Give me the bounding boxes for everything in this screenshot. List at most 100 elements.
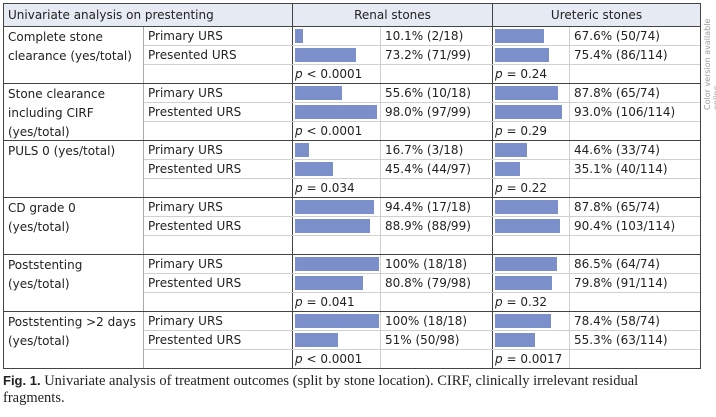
- p-symbol: p: [295, 67, 303, 81]
- renal-bar: [295, 86, 342, 100]
- p-symbol: p: [295, 124, 303, 138]
- group-label: Primary URS: [144, 27, 293, 45]
- outcomes-table: Univariate analysis on prestenting Renal…: [3, 3, 701, 369]
- table-row: Primary URS 16.7% (3/18) 44.6% (33/74): [144, 141, 700, 160]
- outcome-group: CD grade 0 (yes/total) Primary URS 94.4%…: [4, 198, 700, 255]
- renal-value: 16.7% (3/18): [381, 141, 493, 159]
- renal-bar: [295, 314, 379, 328]
- renal-bar: [295, 219, 370, 233]
- group-label: Primary URS: [144, 141, 293, 159]
- renal-bar: [295, 29, 304, 43]
- outcome-label: Stone clearance including CIRF (yes/tota…: [4, 84, 144, 140]
- group-label: Presented URS: [144, 46, 293, 64]
- ureteric-bar: [495, 333, 535, 347]
- p-row: p < 0.0001 p = 0.24: [144, 65, 700, 83]
- ureteric-value: 75.4% (86/114): [574, 48, 668, 62]
- group-label: Prestented URS: [144, 274, 293, 292]
- outcome-group: Poststenting (yes/total) Primary URS 100…: [4, 255, 700, 312]
- table-header: Univariate analysis on prestenting Renal…: [4, 4, 700, 27]
- table-row: Prestented URS 98.0% (97/99) 93.0% (106/…: [144, 103, 700, 122]
- ureteric-bar: [495, 314, 552, 328]
- renal-value: 100% (18/18): [381, 312, 493, 330]
- table-row: Primary URS 55.6% (10/18) 87.8% (65/74): [144, 84, 700, 103]
- caption-text: Univariate analysis of treatment outcome…: [3, 373, 639, 406]
- header-title: Univariate analysis on prestenting: [4, 4, 293, 26]
- ureteric-value: 67.6% (50/74): [574, 29, 660, 43]
- table-row: Prestented URS 80.8% (79/98) 79.8% (91/1…: [144, 274, 700, 293]
- ureteric-bar: [495, 143, 528, 157]
- renal-value: 88.9% (88/99): [381, 217, 493, 235]
- renal-bar: [295, 162, 334, 176]
- p-row: p = 0.041 p = 0.32: [144, 293, 700, 311]
- ureteric-value: 78.4% (58/74): [574, 314, 660, 328]
- ureteric-bar: [495, 86, 559, 100]
- renal-bar: [295, 276, 363, 290]
- renal-value: 73.2% (71/99): [381, 46, 493, 64]
- ureteric-value: 55.3% (63/114): [574, 333, 668, 347]
- ureteric-p-value: = 0.32: [506, 295, 548, 309]
- ureteric-bar: [495, 257, 558, 271]
- p-symbol: p: [495, 67, 503, 81]
- group-label: Prestented URS: [144, 103, 293, 121]
- p-symbol: p: [295, 352, 303, 366]
- table-row: Primary URS 10.1% (2/18) 67.6% (50/74): [144, 27, 700, 46]
- group-label: Prestented URS: [144, 331, 293, 349]
- renal-p-value: = 0.041: [306, 295, 355, 309]
- outcome-group: Poststenting >2 days (yes/total) Primary…: [4, 312, 700, 368]
- header-renal: Renal stones: [293, 4, 493, 26]
- p-row: p < 0.0001 p = 0.0017: [144, 350, 700, 368]
- ureteric-p-value: = 0.24: [506, 67, 548, 81]
- renal-bar: [295, 48, 357, 62]
- ureteric-value: 87.8% (65/74): [574, 200, 660, 214]
- renal-value: 55.6% (10/18): [381, 84, 493, 102]
- renal-bar: [295, 257, 379, 271]
- group-label: Primary URS: [144, 255, 293, 273]
- renal-bar: [295, 333, 338, 347]
- ureteric-bar: [495, 48, 550, 62]
- p-symbol: p: [295, 181, 303, 195]
- ureteric-value: 44.6% (33/74): [574, 143, 660, 157]
- outcome-group: Stone clearance including CIRF (yes/tota…: [4, 84, 700, 141]
- renal-bar: [295, 105, 378, 119]
- ureteric-bar: [495, 29, 544, 43]
- table-row: Prestented URS 45.4% (44/97) 35.1% (40/1…: [144, 160, 700, 179]
- renal-p-value: = 0.034: [306, 181, 355, 195]
- p-symbol: p: [495, 295, 503, 309]
- p-symbol: p: [495, 352, 503, 366]
- table-row: Prestented URS 51% (50/98) 55.3% (63/114…: [144, 331, 700, 350]
- ureteric-value: 79.8% (91/114): [574, 276, 668, 290]
- group-label: Prestented URS: [144, 217, 293, 235]
- outcome-label: PULS 0 (yes/total): [4, 141, 144, 197]
- p-row: [144, 236, 700, 254]
- renal-bar: [295, 143, 310, 157]
- header-ureteric: Ureteric stones: [550, 8, 643, 22]
- renal-value: 80.8% (79/98): [381, 274, 493, 292]
- ureteric-value: 87.8% (65/74): [574, 86, 660, 100]
- outcome-label: Poststenting (yes/total): [4, 255, 144, 311]
- outcome-label: Poststenting >2 days (yes/total): [4, 312, 144, 368]
- table-row: Primary URS 100% (18/18) 86.5% (64/74): [144, 255, 700, 274]
- ureteric-bar: [495, 200, 559, 214]
- ureteric-bar: [495, 219, 561, 233]
- table-body: Complete stone clearance (yes/total) Pri…: [4, 27, 700, 368]
- renal-value: 45.4% (44/97): [381, 160, 493, 178]
- group-label: Primary URS: [144, 312, 293, 330]
- renal-bar: [295, 200, 375, 214]
- p-row: p = 0.034 p = 0.22: [144, 179, 700, 197]
- ureteric-p-value: = 0.29: [506, 124, 548, 138]
- ureteric-p-value: = 0.0017: [506, 352, 563, 366]
- p-symbol: p: [295, 295, 303, 309]
- outcome-group: Complete stone clearance (yes/total) Pri…: [4, 27, 700, 84]
- caption-label: Fig. 1.: [3, 373, 41, 388]
- ureteric-bar: [495, 276, 553, 290]
- outcome-label: Complete stone clearance (yes/total): [4, 27, 144, 83]
- renal-p-value: < 0.0001: [306, 67, 363, 81]
- renal-p-value: < 0.0001: [306, 124, 363, 138]
- ureteric-bar: [495, 162, 521, 176]
- renal-value: 94.4% (17/18): [381, 198, 493, 216]
- renal-p-value: < 0.0001: [306, 352, 363, 366]
- side-note: Color version available online: [703, 18, 716, 110]
- p-symbol: p: [495, 181, 503, 195]
- outcome-label: CD grade 0 (yes/total): [4, 198, 144, 254]
- renal-value: 10.1% (2/18): [381, 27, 493, 45]
